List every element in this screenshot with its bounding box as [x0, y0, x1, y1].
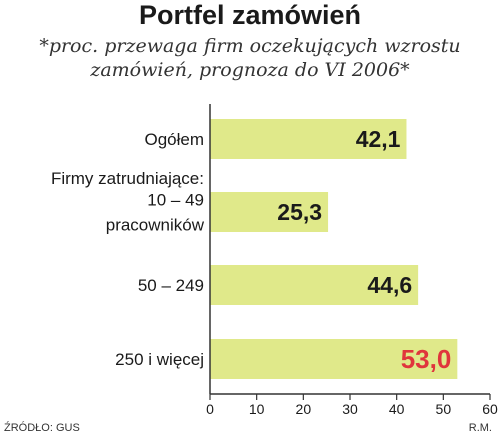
x-tick-label-40: 40: [389, 401, 405, 417]
x-tick-label-60: 60: [482, 401, 498, 417]
category-label-1: Ogółem: [144, 130, 204, 149]
category-label-3: 50 – 249: [138, 276, 204, 295]
subtitle-line-2: zamówień, prognoza do VI 2006*: [90, 59, 410, 81]
x-tick-label-20: 20: [296, 401, 312, 417]
bar-value-label-2: 25,3: [277, 199, 322, 225]
x-tick-label-0: 0: [206, 401, 214, 417]
category-label-2-line-1: 10 – 49: [147, 191, 204, 210]
bar-value-label-1: 42,1: [356, 126, 401, 152]
author-initials: R.M.: [468, 422, 492, 434]
x-tick-label-10: 10: [249, 401, 265, 417]
x-tick-label-50: 50: [436, 401, 452, 417]
bar-3: [210, 265, 419, 305]
x-tick-label-30: 30: [342, 401, 358, 417]
subtitle-line-1: *proc. przewaga firm oczekujących wzrost…: [39, 35, 461, 57]
category-label-2-line-2: pracowników: [106, 216, 205, 235]
bar-4: [210, 339, 458, 379]
source-note: ŹRÓDŁO: GUS: [4, 422, 80, 434]
bar-1: [210, 119, 407, 159]
chart-title: Portfel zamówień: [138, 0, 362, 30]
bar-value-label-3: 44,6: [367, 272, 412, 298]
category-group-label: Firmy zatrudniające:: [51, 169, 204, 188]
bar-value-label-4: 53,0: [401, 344, 452, 374]
bar-2: [210, 192, 329, 232]
category-label-4: 250 i więcej: [115, 350, 204, 369]
chart-subtitle: *proc. przewaga firm oczekujących wzrost…: [0, 34, 500, 82]
